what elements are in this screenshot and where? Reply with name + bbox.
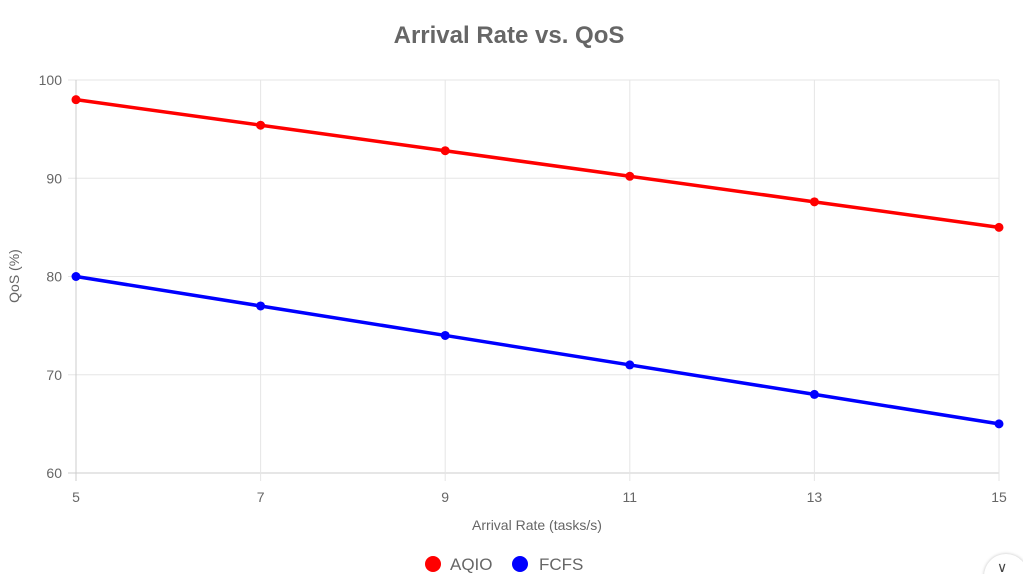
- legend[interactable]: AQIO FCFS: [425, 555, 583, 574]
- x-axis-ticks: 5 7 9 11 13 15: [72, 489, 1007, 505]
- y-axis-ticks: 100 90 80 70 60: [39, 72, 63, 481]
- legend-item-fcfs[interactable]: FCFS: [512, 555, 583, 574]
- grid-lines: [68, 79, 1000, 481]
- chart-title: Arrival Rate vs. QoS: [394, 22, 625, 49]
- series-line: [74, 274, 1001, 426]
- data-point[interactable]: [809, 389, 819, 399]
- y-axis-title: QoS (%): [6, 249, 22, 303]
- chevron-down-icon: ∨: [997, 560, 1008, 574]
- y-tick-label: 80: [46, 269, 62, 285]
- series-aqio: [71, 95, 1004, 232]
- series-layer: [71, 95, 1004, 429]
- y-tick-label: 90: [46, 170, 62, 186]
- legend-marker: [425, 556, 441, 572]
- data-point[interactable]: [256, 120, 266, 130]
- data-point[interactable]: [994, 222, 1004, 232]
- data-point[interactable]: [71, 95, 81, 105]
- x-tick-label: 7: [257, 489, 265, 505]
- data-point[interactable]: [625, 360, 635, 370]
- y-tick-label: 60: [46, 465, 62, 481]
- y-tick-label: 70: [46, 367, 62, 383]
- data-point[interactable]: [256, 301, 266, 311]
- series-fcfs: [71, 272, 1004, 429]
- data-point[interactable]: [440, 330, 450, 340]
- data-point[interactable]: [809, 197, 819, 207]
- series-line: [74, 97, 1001, 230]
- data-point[interactable]: [994, 419, 1004, 429]
- data-point[interactable]: [440, 146, 450, 156]
- legend-item-aqio[interactable]: AQIO: [425, 555, 493, 574]
- data-point[interactable]: [71, 272, 81, 281]
- x-tick-label: 15: [991, 489, 1007, 505]
- legend-label: AQIO: [450, 555, 493, 574]
- legend-marker: [512, 556, 528, 572]
- x-tick-label: 5: [72, 489, 80, 505]
- x-tick-label: 11: [623, 489, 638, 505]
- scroll-down-button[interactable]: ∨: [984, 554, 1023, 574]
- legend-label: FCFS: [539, 555, 583, 574]
- x-tick-label: 9: [441, 489, 449, 505]
- x-tick-label: 13: [807, 489, 823, 505]
- x-axis-title: Arrival Rate (tasks/s): [472, 517, 602, 533]
- y-tick-label: 100: [39, 72, 63, 88]
- data-point[interactable]: [625, 171, 635, 181]
